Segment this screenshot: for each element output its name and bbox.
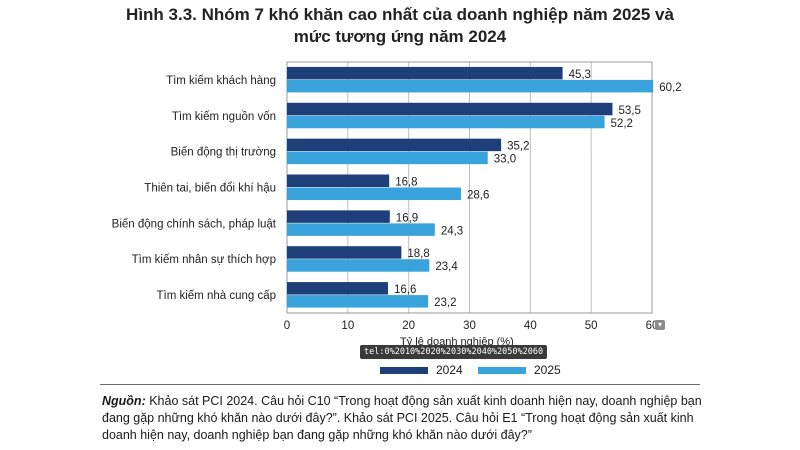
data-label-2025: 24,3 — [441, 225, 463, 237]
chart-title: Hình 3.3. Nhóm 7 khó khăn cao nhất của d… — [0, 4, 800, 48]
data-label-2024: 16,8 — [395, 177, 417, 189]
tooltip: tel:0%2010%2020%2030%2040%2050%2060 — [360, 345, 548, 359]
data-label-2025: 60,2 — [659, 82, 681, 94]
data-label-2024: 16,9 — [396, 212, 418, 224]
bar-2024 — [287, 246, 402, 259]
data-label-2024: 18,8 — [407, 248, 429, 260]
chevron-down-icon[interactable]: ▾ — [655, 320, 665, 330]
legend: 2024 2025 — [0, 363, 800, 379]
source-label: Nguồn: — [102, 394, 146, 408]
bar-2025 — [287, 79, 654, 93]
legend-swatch-2025 — [478, 366, 526, 374]
category-label: Tìm kiếm nhân sự thích hợp — [132, 254, 276, 266]
category-label: Tìm kiếm nguồn vốn — [172, 111, 276, 123]
data-label-2025: 23,2 — [434, 297, 456, 309]
x-tick-label: 10 — [341, 320, 354, 332]
category-label: Tìm kiếm khách hàng — [166, 75, 276, 87]
bar-chart: Tìm kiếm khách hàng 45,3 60,2 Tìm kiếm nguồ… — [112, 61, 682, 332]
bar-2024 — [287, 174, 390, 187]
legend-item-2024: 2024 — [380, 363, 463, 377]
bar-2024 — [287, 66, 563, 80]
bar-2025 — [287, 259, 430, 272]
legend-label-2025: 2025 — [534, 363, 561, 377]
legend-item-2025: 2025 — [478, 363, 561, 377]
chart-title-line2: mức tương ứng năm 2024 — [293, 27, 507, 46]
chart-title-line1: Hình 3.3. Nhóm 7 khó khăn cao nhất của d… — [126, 5, 674, 24]
data-label-2024: 16,6 — [394, 284, 416, 296]
category-label: Biến động thị trường — [171, 147, 276, 159]
legend-label-2024: 2024 — [436, 363, 463, 377]
legend-swatch-2024 — [380, 366, 428, 374]
x-tick-label: 30 — [463, 320, 476, 332]
data-label-2025: 33,0 — [494, 154, 516, 166]
bar-2024 — [287, 282, 388, 295]
bar-2025 — [287, 151, 488, 165]
data-label-2025: 28,6 — [467, 190, 489, 202]
data-label-2025: 52,2 — [611, 118, 633, 130]
data-label-2024: 35,2 — [507, 141, 529, 153]
bar-2024 — [287, 210, 390, 223]
bar-2024 — [287, 102, 613, 116]
category-label: Biến động chính sách, pháp luật — [112, 218, 277, 230]
data-label-2025: 23,4 — [435, 261, 458, 273]
data-label-2024: 53,5 — [618, 105, 640, 117]
divider — [100, 384, 700, 385]
x-tick-label: 0 — [284, 320, 290, 332]
bar-2025 — [287, 223, 435, 236]
source-text: Khảo sát PCI 2024. Câu hỏi C10 “Trong ho… — [102, 394, 702, 442]
data-label-2024: 45,3 — [569, 69, 591, 81]
bar-2025 — [287, 295, 429, 308]
source-note: Nguồn: Khảo sát PCI 2024. Câu hỏi C10 “T… — [102, 393, 702, 444]
x-tick-label: 50 — [585, 320, 598, 332]
bar-2024 — [287, 138, 502, 152]
bar-2025 — [287, 115, 605, 129]
x-tick-label: 40 — [524, 320, 537, 332]
bar-2025 — [287, 187, 461, 200]
category-label: Thiên tai, biến đổi khí hậu — [144, 183, 276, 195]
category-label: Tìm kiếm nhà cung cấp — [156, 290, 276, 302]
x-tick-label: 20 — [402, 320, 415, 332]
